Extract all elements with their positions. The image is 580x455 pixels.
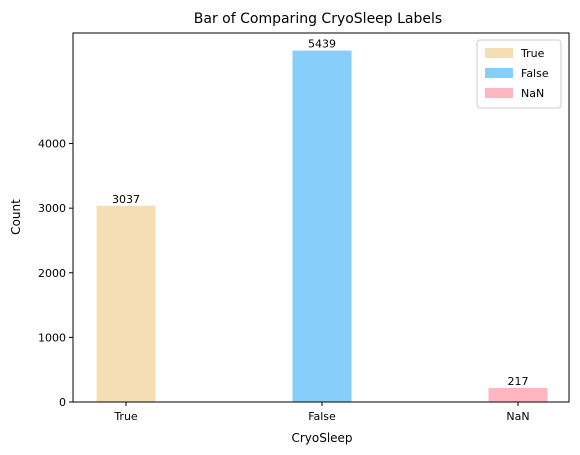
bar-nan (488, 387, 548, 402)
legend-swatch-false (485, 68, 513, 78)
x-axis: True False NaN (113, 402, 530, 423)
bars-group: 3037 5439 217 (96, 38, 548, 403)
bar-false (292, 50, 352, 403)
legend: True False NaN (476, 39, 562, 109)
plot-frame (72, 32, 570, 403)
bar-true (96, 205, 156, 402)
legend-label-nan: NaN (521, 87, 544, 100)
y-axis-label: Count (9, 199, 23, 235)
x-tick-label-nan: NaN (506, 410, 529, 423)
data-label-nan: 217 (508, 375, 529, 388)
x-axis-label: CryoSleep (291, 431, 352, 445)
legend-swatch-nan (485, 88, 513, 98)
y-tick-label: 1000 (38, 331, 66, 344)
legend-label-false: False (521, 67, 549, 80)
y-tick-label: 4000 (38, 138, 66, 151)
y-axis: 0 1000 2000 3000 4000 (38, 138, 73, 409)
x-tick-label-true: True (113, 410, 138, 423)
y-tick-label: 0 (59, 396, 66, 409)
chart-title: Bar of Comparing CryoSleep Labels (194, 11, 442, 27)
legend-label-true: True (520, 47, 545, 60)
y-tick-label: 3000 (38, 202, 66, 215)
y-tick-label: 2000 (38, 267, 66, 280)
x-tick-label-false: False (308, 410, 336, 423)
data-label-true: 3037 (112, 193, 140, 206)
data-label-false: 5439 (308, 38, 336, 51)
legend-swatch-true (485, 48, 513, 58)
